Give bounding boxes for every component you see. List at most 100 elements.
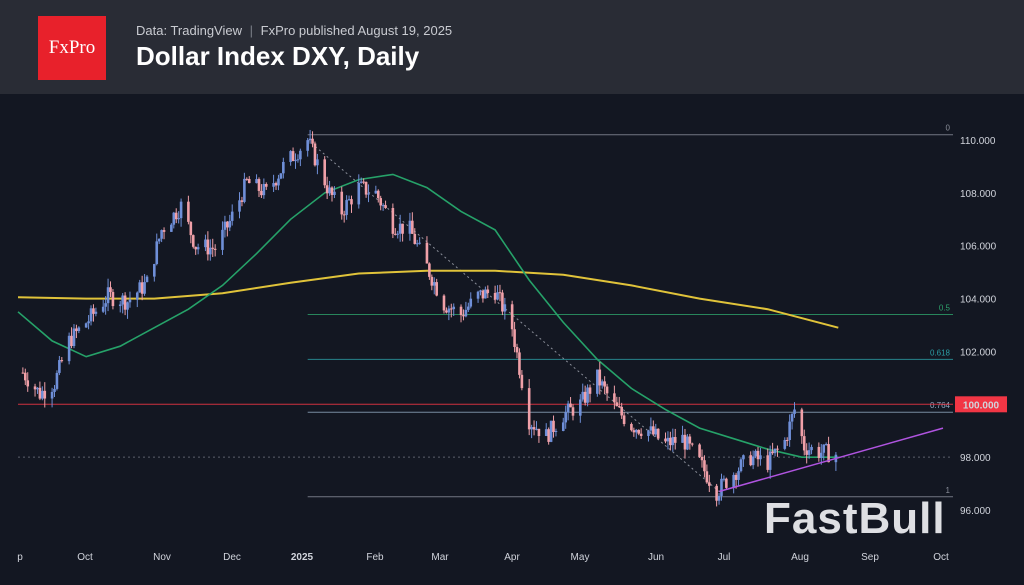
- candle-body: [498, 292, 502, 294]
- candle-body: [306, 140, 309, 151]
- candle-body: [698, 444, 701, 457]
- candle-body: [632, 430, 636, 433]
- chart-title: Dollar Index DXY, Daily: [136, 41, 420, 71]
- candle-body: [759, 455, 762, 460]
- fxpro-logo: FxPro: [38, 16, 106, 80]
- candle-body: [126, 302, 129, 310]
- candle-body: [26, 380, 30, 387]
- candle-body: [717, 495, 721, 501]
- candle-body: [53, 388, 56, 392]
- candle-body: [413, 233, 417, 244]
- candle-body: [600, 381, 604, 386]
- candle-body: [452, 306, 456, 310]
- candle-body: [664, 438, 667, 442]
- x-axis-tick-label: Aug: [791, 552, 809, 563]
- candle-body: [435, 282, 438, 296]
- candle-body: [586, 387, 589, 403]
- candle-body: [751, 456, 755, 466]
- candle-body: [367, 193, 370, 195]
- x-axis-tick-label: Oct: [933, 552, 949, 563]
- candle-body: [652, 426, 655, 435]
- candle-body: [442, 295, 446, 311]
- chart-header: FxPro Data: TradingView | FxPro publishe…: [0, 0, 1024, 94]
- candle-body: [330, 187, 334, 195]
- fib-level-label: 1: [946, 486, 951, 495]
- candle-body: [537, 428, 541, 436]
- candle-body: [428, 263, 431, 277]
- fastbull-watermark: FastBull: [764, 494, 946, 543]
- candle-body: [649, 426, 653, 431]
- candle-body: [725, 478, 728, 488]
- candle-body: [194, 246, 197, 250]
- candle-body: [240, 200, 244, 202]
- candle-body: [734, 474, 738, 480]
- candle-body: [647, 430, 650, 436]
- candle-body: [756, 450, 760, 460]
- fib-level-label: 0.764: [930, 401, 951, 410]
- candle-body: [686, 436, 689, 450]
- candle-body: [58, 360, 61, 373]
- candle-body: [476, 291, 480, 299]
- candle-body: [530, 427, 533, 430]
- candle-body: [613, 393, 616, 403]
- candle-body: [401, 223, 404, 234]
- candle-body: [783, 440, 787, 449]
- candle-body: [527, 388, 531, 430]
- x-axis-tick-label: 2025: [291, 552, 314, 563]
- candle-body: [503, 304, 507, 312]
- x-axis-tick-label: May: [571, 552, 590, 563]
- candle-body: [790, 413, 794, 422]
- candle-body: [654, 428, 658, 435]
- candle-body: [515, 346, 519, 353]
- candle-body: [328, 187, 331, 194]
- candle-body: [308, 138, 312, 141]
- candle-body: [118, 304, 122, 307]
- x-axis-tick-label: Nov: [153, 552, 171, 563]
- candle-body: [467, 306, 470, 310]
- candle-body: [196, 247, 200, 250]
- candle-body: [447, 308, 451, 313]
- x-axis-tick-label: Mar: [431, 552, 449, 563]
- candle-body: [827, 444, 830, 463]
- candle-body: [549, 420, 553, 442]
- candle-body: [520, 374, 524, 389]
- candle-body: [564, 412, 567, 423]
- candle-body: [50, 391, 54, 399]
- candle-body: [569, 403, 572, 408]
- candle-body: [596, 369, 599, 394]
- candle-body: [89, 308, 93, 322]
- candle-body: [174, 212, 178, 220]
- y-axis-tick-label: 98.000: [960, 453, 991, 464]
- candle-body: [277, 178, 280, 186]
- candle-body: [496, 292, 499, 300]
- candle-body: [226, 221, 229, 228]
- candle-body: [620, 406, 623, 416]
- candle-body: [123, 295, 127, 310]
- candle-body: [350, 199, 353, 205]
- candle-body: [264, 183, 268, 187]
- candle-body: [357, 182, 361, 205]
- publisher: FxPro published August 19, 2025: [260, 23, 453, 38]
- candle-body: [703, 460, 706, 472]
- candle-body: [561, 422, 565, 431]
- candle-body: [484, 289, 487, 299]
- candle-body: [340, 191, 344, 215]
- candle-body: [94, 311, 98, 314]
- candle-body: [605, 386, 609, 394]
- candle-body: [230, 211, 234, 221]
- candle-body: [396, 233, 400, 235]
- candle-body: [272, 183, 275, 187]
- x-axis-tick-label: Apr: [504, 552, 520, 563]
- candle-body: [374, 190, 378, 194]
- price-chart: 0 0.5 0.618 0.764 1 110.000 108.000 106.000 104.…: [17, 124, 1007, 563]
- candle-body: [547, 429, 550, 442]
- candle-body: [766, 455, 770, 470]
- candle-body: [325, 185, 329, 194]
- candle-body: [140, 282, 144, 294]
- candle-body: [160, 230, 163, 239]
- candle-body: [384, 205, 387, 209]
- y-axis-tick-label: 110.000: [960, 136, 996, 147]
- candle-body: [138, 282, 142, 293]
- candle-body: [603, 381, 606, 387]
- candle-body: [243, 178, 246, 202]
